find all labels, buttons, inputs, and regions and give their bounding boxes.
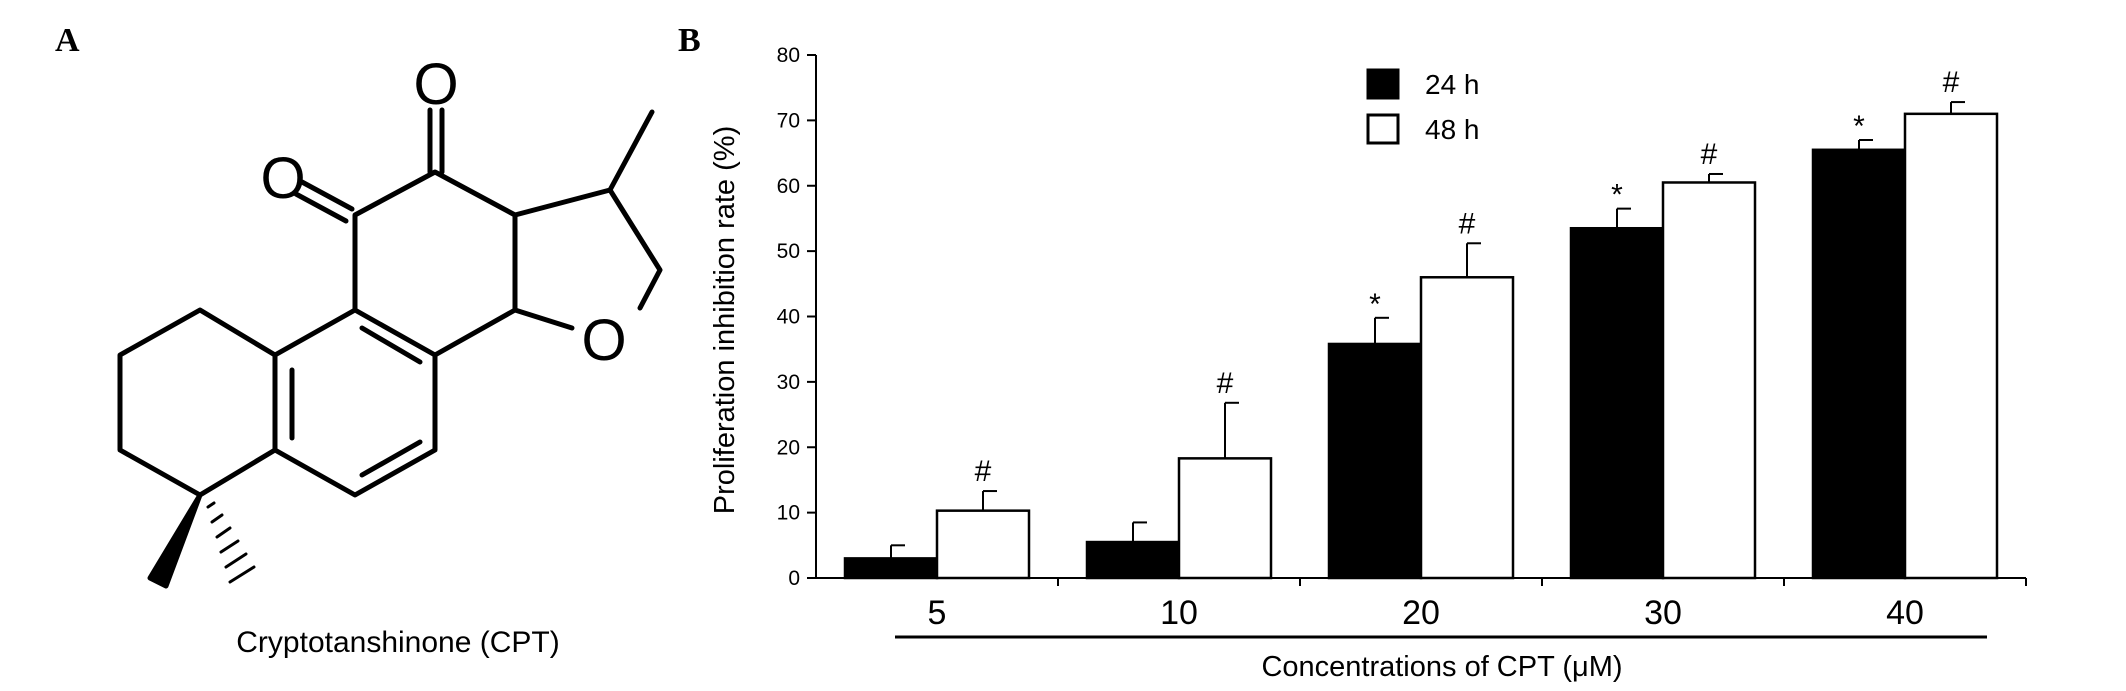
aromatic-inner-bond-3 [359,325,423,365]
y-tick-label: 20 [777,436,800,459]
y-tick-label: 40 [777,306,800,329]
legend-label: 48 h [1425,114,1480,145]
significance-hash: # [1217,367,1234,400]
significance-hash: # [1701,138,1718,171]
bar [1903,112,1999,580]
y-tick-label: 50 [777,240,800,263]
y-tick-label: 80 [777,44,800,67]
bar [843,557,939,580]
ring-c-bonds [352,169,518,358]
y-axis: 0 10 20 30 40 50 60 70 80 [777,44,817,590]
bar [935,509,1031,580]
significance-asterisk: * [1611,179,1623,212]
x-tick-label: 5 [928,594,947,632]
legend: 24 h 48 h [1366,68,1480,145]
x-tick-label: 10 [1160,594,1198,632]
bar [1085,540,1181,580]
ring-a-bonds [117,307,278,498]
hashed-bond [206,501,256,584]
significance-asterisk: * [1369,288,1381,321]
y-tick-label: 60 [777,175,800,198]
compound-name: Cryptotanshinone (CPT) [236,626,559,659]
significance-hash: # [1943,66,1960,99]
bar [1661,181,1757,580]
panel-label-b: B [678,22,701,59]
bar-series: # # * # * # * # [843,66,1999,580]
x-tick-label: 20 [1402,594,1440,632]
ring-a-fusion-bond [197,447,278,498]
y-tick-label: 70 [777,109,800,132]
bar [1569,226,1665,580]
chemical-structure [117,107,663,589]
bar [1419,276,1515,580]
significance-hash: # [975,455,992,488]
atom-o-top: O [413,52,458,117]
carbonyl-bond-left-2 [293,191,349,224]
legend-swatch [1366,113,1400,145]
ring-b-bonds [272,307,438,498]
carbonyl-bond-left [299,179,355,212]
legend-swatch [1366,68,1400,100]
bar [1177,457,1273,580]
atom-o-furan: O [581,308,626,373]
significance-asterisk: * [1853,110,1865,143]
aromatic-inner-bond-2 [359,439,423,478]
x-tick-label: 30 [1644,594,1682,632]
atom-o-left: O [260,146,305,211]
bar [1327,342,1423,580]
significance-hash: # [1459,207,1476,240]
panel-label-a: A [55,22,80,59]
y-axis-title: Proliferation inhibition rate (%) [709,126,741,514]
x-axis-title: Concentrations of CPT (μM) [1261,651,1622,683]
furan-o-bond [512,307,575,331]
x-tick-label: 40 [1886,594,1924,632]
y-tick-label: 30 [777,371,800,394]
y-tick-label: 10 [777,502,800,525]
y-tick-label: 0 [788,567,800,590]
furan-ring-bonds [512,187,663,311]
legend-label: 24 h [1425,69,1480,100]
bar [1811,148,1907,580]
x-axis: 5 10 20 30 40 [816,577,2027,632]
methyl-bond [607,109,655,193]
wedge-bond [147,492,203,589]
bar-chart: 0 10 20 30 40 50 60 70 80 5 10 20 30 40 # # * # * # * # 24 … [709,44,2027,683]
